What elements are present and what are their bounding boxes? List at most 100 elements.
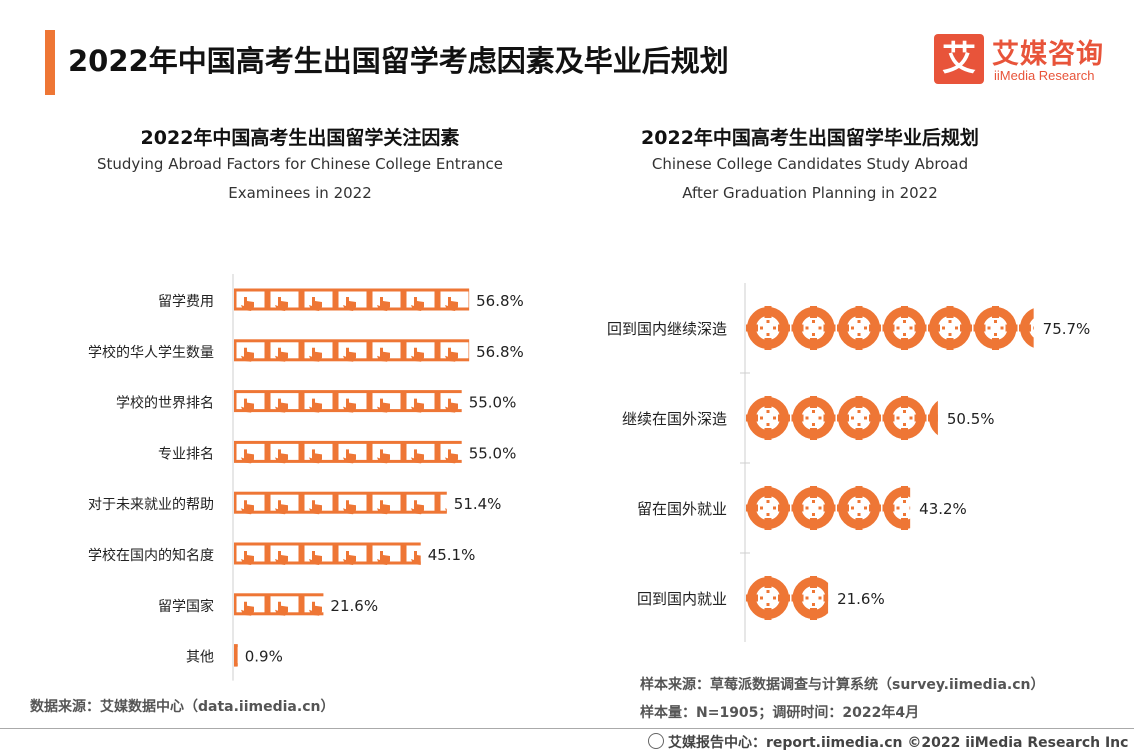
right-chart-title-cn: 2022年中国高考生出国留学毕业后规划	[641, 127, 979, 149]
hand-pointer-icon	[267, 593, 302, 618]
data-label: 0.9%	[245, 648, 283, 666]
hand-pointer-icon	[267, 542, 302, 567]
target-icon	[837, 486, 881, 530]
hand-pointer-icon	[335, 390, 370, 415]
right-chart-title-en-1: Chinese College Candidates Study Abroad	[651, 155, 969, 173]
target-icon	[792, 306, 836, 350]
category-label: 学校的华人学生数量	[88, 344, 214, 361]
target-icon	[883, 396, 927, 440]
category-label: 回到国内继续深造	[607, 320, 727, 338]
hand-pointer-icon	[369, 440, 404, 465]
data-label: 43.2%	[919, 500, 967, 518]
hand-pointer-icon	[234, 593, 268, 618]
right-chart-title: 2022年中国高考生出国留学毕业后规划 Chinese College Cand…	[600, 126, 1020, 208]
left-chart-title-en-1: Studying Abroad Factors for Chinese Coll…	[96, 155, 504, 173]
category-label: 继续在国外深造	[622, 410, 727, 428]
category-label: 学校的世界排名	[116, 395, 214, 412]
category-label: 专业排名	[158, 446, 214, 462]
target-icon	[746, 486, 790, 530]
hand-pointer-icon	[437, 390, 462, 415]
bar	[234, 339, 470, 364]
hand-pointer-icon	[234, 542, 268, 567]
page-title: 2022年中国高考生出国留学考虑因素及毕业后规划	[68, 44, 729, 78]
logo-icon: 艾	[934, 34, 984, 84]
bar-fill	[234, 644, 238, 667]
target-icon	[746, 396, 790, 440]
hand-pointer-icon	[301, 288, 336, 313]
target-icon	[792, 576, 836, 620]
hand-pointer-icon	[234, 390, 268, 415]
data-label: 51.4%	[454, 495, 502, 513]
hand-pointer-icon	[267, 491, 302, 516]
brand-logo: 艾 艾媒咨询 iiMedia Research	[934, 34, 1134, 90]
hand-pointer-icon	[437, 339, 470, 364]
target-icon	[792, 486, 836, 530]
logo-name-cn: 艾媒咨询	[992, 39, 1104, 70]
footer-text: 艾媒报告中心：report.iimedia.cn ©2022 iiMedia R…	[668, 735, 1129, 751]
bar	[234, 440, 462, 465]
category-label: 其他	[186, 650, 214, 666]
data-label: 56.8%	[476, 292, 524, 310]
hand-pointer-icon	[301, 542, 336, 567]
logo-name-en: iiMedia Research	[994, 68, 1095, 83]
sample-size: 样本量：N=1905；调研时间：2022年4月	[640, 705, 920, 721]
left-chart-title-cn: 2022年中国高考生出国留学关注因素	[140, 127, 460, 149]
hand-pointer-icon	[437, 440, 462, 465]
target-icon	[746, 576, 790, 620]
left-chart: 留学费用 56.8% 学校的华人学生数量 56.8% 学校的世界排名 55.0% 专业排名 5…	[88, 274, 524, 681]
data-label: 55.0%	[469, 394, 517, 412]
sample-source: 样本来源：草莓派数据调查与计算系统（survey.iimedia.cn）	[640, 677, 1045, 693]
hand-pointer-icon	[369, 542, 404, 567]
data-label: 50.5%	[947, 410, 995, 428]
hand-pointer-icon	[335, 440, 370, 465]
hand-pointer-icon	[403, 440, 438, 465]
data-label: 75.7%	[1043, 320, 1091, 338]
right-chart-title-en-2: After Graduation Planning in 2022	[682, 184, 938, 202]
hand-pointer-icon	[335, 288, 370, 313]
hand-pointer-icon	[301, 593, 324, 618]
hand-pointer-icon	[301, 390, 336, 415]
bar	[234, 390, 462, 415]
hand-pointer-icon	[301, 339, 336, 364]
globe-icon	[648, 733, 664, 749]
target-icon	[837, 306, 881, 350]
category-label: 留在国外就业	[637, 500, 727, 518]
hand-pointer-icon	[234, 339, 268, 364]
bar	[234, 644, 238, 669]
footer: 艾媒报告中心：report.iimedia.cn ©2022 iiMedia R…	[648, 732, 1128, 752]
hand-pointer-icon	[403, 339, 438, 364]
left-chart-title-en-2: Examinees in 2022	[228, 184, 372, 202]
hand-pointer-icon	[335, 491, 370, 516]
title-accent-bar	[45, 30, 55, 95]
hand-pointer-icon	[403, 288, 438, 313]
target-icon	[883, 306, 927, 350]
category-label: 回到国内就业	[637, 590, 727, 608]
right-chart: 回到国内继续深造 75.7% 继续在国外深造 50.5% 留在国外就业 43.2% 回到国内…	[607, 283, 1091, 642]
data-label: 21.6%	[837, 590, 885, 608]
bar	[234, 288, 470, 313]
data-label: 55.0%	[469, 444, 517, 462]
hand-pointer-icon	[369, 491, 404, 516]
hand-pointer-icon	[267, 440, 302, 465]
hand-pointer-icon	[234, 440, 268, 465]
hand-pointer-icon	[267, 390, 302, 415]
footer-divider	[0, 728, 1134, 729]
hand-pointer-icon	[403, 390, 438, 415]
hand-pointer-icon	[301, 440, 336, 465]
hand-pointer-icon	[437, 288, 470, 313]
target-icon	[928, 306, 972, 350]
hand-pointer-icon	[335, 339, 370, 364]
hand-pointer-icon	[369, 288, 404, 313]
left-data-source: 数据来源：艾媒数据中心（data.iimedia.cn）	[30, 699, 335, 715]
target-icon	[974, 306, 1018, 350]
hand-pointer-icon	[369, 390, 404, 415]
hand-pointer-icon	[403, 491, 438, 516]
target-icon	[746, 306, 790, 350]
data-label: 21.6%	[330, 597, 378, 615]
hand-pointer-icon	[267, 288, 302, 313]
hand-pointer-icon	[234, 491, 268, 516]
left-chart-title: 2022年中国高考生出国留学关注因素 Studying Abroad Facto…	[80, 126, 520, 208]
hand-pointer-icon	[301, 491, 336, 516]
hand-pointer-icon	[369, 339, 404, 364]
